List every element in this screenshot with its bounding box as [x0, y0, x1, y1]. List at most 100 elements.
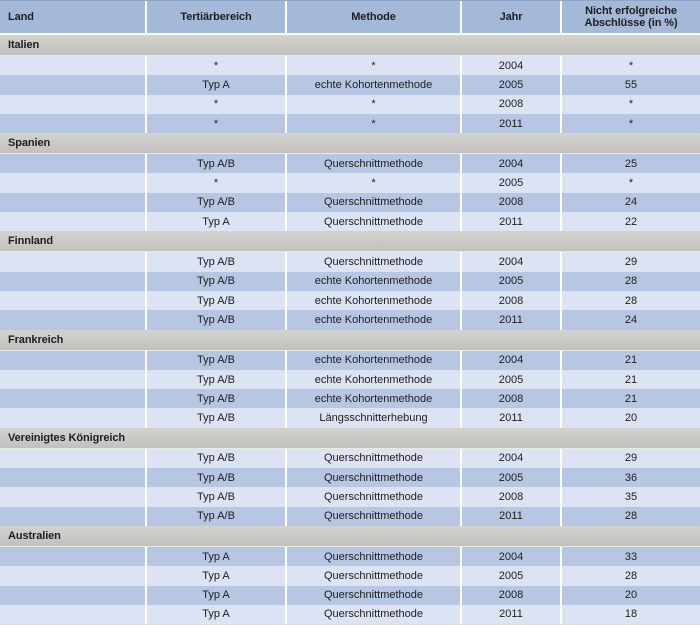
cell-methode: echte Kohortenmethode — [285, 350, 460, 370]
cell-land — [0, 408, 145, 427]
cell-wert: 24 — [560, 310, 700, 330]
cell-jahr: 2011 — [460, 604, 560, 625]
cell-tertiaerbereich: Typ A/B — [145, 487, 285, 507]
cell-tertiaerbereich: Typ A/B — [145, 389, 285, 409]
table-bottom-rule — [0, 624, 700, 626]
cell-wert: * — [560, 56, 700, 76]
cell-land — [0, 291, 145, 310]
table-row: Typ A/B Querschnittmethode 2008 24 — [0, 192, 700, 213]
cell-jahr: 2005 — [460, 271, 560, 291]
cell-land — [0, 468, 145, 487]
cell-wert: 55 — [560, 75, 700, 95]
table-row: * * 2008 * — [0, 94, 700, 114]
cell-tertiaerbereich: Typ A/B — [145, 468, 285, 488]
table-row: Typ A/B Längsschnitterhebung 2011 20 — [0, 408, 700, 428]
cell-wert: 35 — [560, 487, 700, 507]
cell-wert: 36 — [560, 468, 700, 488]
cell-land — [0, 586, 145, 605]
cell-methode: * — [285, 173, 460, 193]
cell-land — [0, 114, 145, 133]
cell-methode: echte Kohortenmethode — [285, 310, 460, 330]
cell-wert: 29 — [560, 448, 700, 469]
cell-tertiaerbereich: Typ A/B — [145, 271, 285, 291]
table-row: Typ A Querschnittmethode 2005 28 — [0, 566, 700, 586]
column-header-methode: Methode — [285, 1, 460, 33]
cell-wert: * — [560, 173, 700, 193]
table-row: * * 2011 * — [0, 113, 700, 134]
cell-methode: * — [285, 56, 460, 76]
column-header-tertiaerbereich: Tertiärbereich — [145, 1, 285, 33]
section-row: Frankreich — [0, 329, 700, 351]
cell-jahr: 2011 — [460, 506, 560, 526]
cell-land — [0, 389, 145, 408]
cell-wert: 28 — [560, 271, 700, 291]
table-row: * * 2005 * — [0, 173, 700, 193]
cell-jahr: 2011 — [460, 212, 560, 232]
cell-land — [0, 212, 145, 231]
cell-methode: echte Kohortenmethode — [285, 75, 460, 95]
cell-jahr: 2004 — [460, 56, 560, 76]
cell-jahr: 2011 — [460, 310, 560, 330]
cell-tertiaerbereich: Typ A/B — [145, 448, 285, 469]
cell-land — [0, 487, 145, 506]
cell-jahr: 2011 — [460, 113, 560, 134]
cell-wert: 33 — [560, 546, 700, 567]
column-header-jahr: Jahr — [460, 1, 560, 33]
cell-wert: 18 — [560, 604, 700, 625]
cell-methode: Querschnittmethode — [285, 487, 460, 507]
cell-tertiaerbereich: Typ A — [145, 604, 285, 625]
cell-wert: 28 — [560, 506, 700, 526]
cell-land — [0, 605, 145, 624]
cell-methode: Querschnittmethode — [285, 566, 460, 586]
cell-methode: echte Kohortenmethode — [285, 389, 460, 409]
cell-tertiaerbereich: Typ A/B — [145, 369, 285, 390]
table-row: Typ A Querschnittmethode 2004 33 — [0, 546, 700, 567]
cell-tertiaerbereich: * — [145, 113, 285, 134]
country-label: Vereinigtes Königreich — [8, 431, 126, 444]
cell-land — [0, 507, 145, 526]
country-label: Frankreich — [8, 333, 64, 346]
cell-land — [0, 566, 145, 585]
table-row: Typ A/B Querschnittmethode 2011 28 — [0, 506, 700, 526]
cell-land — [0, 547, 145, 566]
cell-land — [0, 95, 145, 114]
cell-tertiaerbereich: Typ A — [145, 566, 285, 586]
country-label: Spanien — [8, 137, 51, 150]
section-row: Australien — [0, 525, 700, 547]
cell-jahr: 2005 — [460, 173, 560, 193]
section-row: Finnland — [0, 231, 700, 253]
cell-jahr: 2005 — [460, 75, 560, 95]
cell-jahr: 2008 — [460, 585, 560, 605]
cell-methode: Querschnittmethode — [285, 252, 460, 272]
cell-tertiaerbereich: Typ A/B — [145, 506, 285, 526]
cell-tertiaerbereich: Typ A — [145, 546, 285, 567]
cell-methode: Querschnittmethode — [285, 506, 460, 526]
table-row: Typ A/B echte Kohortenmethode 2008 21 — [0, 389, 700, 409]
cell-methode: Querschnittmethode — [285, 154, 460, 174]
cell-jahr: 2005 — [460, 369, 560, 390]
cell-wert: 29 — [560, 252, 700, 272]
cell-jahr: 2008 — [460, 94, 560, 114]
section-row: Spanien — [0, 133, 700, 155]
table-row: * * 2004 * — [0, 56, 700, 76]
cell-wert: 24 — [560, 192, 700, 213]
cell-tertiaerbereich: Typ A/B — [145, 252, 285, 272]
cell-jahr: 2004 — [460, 448, 560, 469]
table-row: Typ A/B Querschnittmethode 2004 29 — [0, 252, 700, 272]
cell-wert: 28 — [560, 290, 700, 311]
cell-jahr: 2008 — [460, 487, 560, 507]
column-header-nicht-erfolgreiche-abschluesse: Nicht erfolgreiche Abschlüsse (in %) — [560, 1, 700, 33]
cell-methode: Querschnittmethode — [285, 192, 460, 213]
cell-jahr: 2011 — [460, 408, 560, 428]
cell-land — [0, 252, 145, 271]
cell-land — [0, 449, 145, 468]
cell-tertiaerbereich: Typ A — [145, 585, 285, 605]
cell-wert: * — [560, 113, 700, 134]
cell-land — [0, 310, 145, 329]
cell-methode: echte Kohortenmethode — [285, 271, 460, 291]
cell-land — [0, 173, 145, 192]
cell-methode: Längsschnitterhebung — [285, 408, 460, 428]
